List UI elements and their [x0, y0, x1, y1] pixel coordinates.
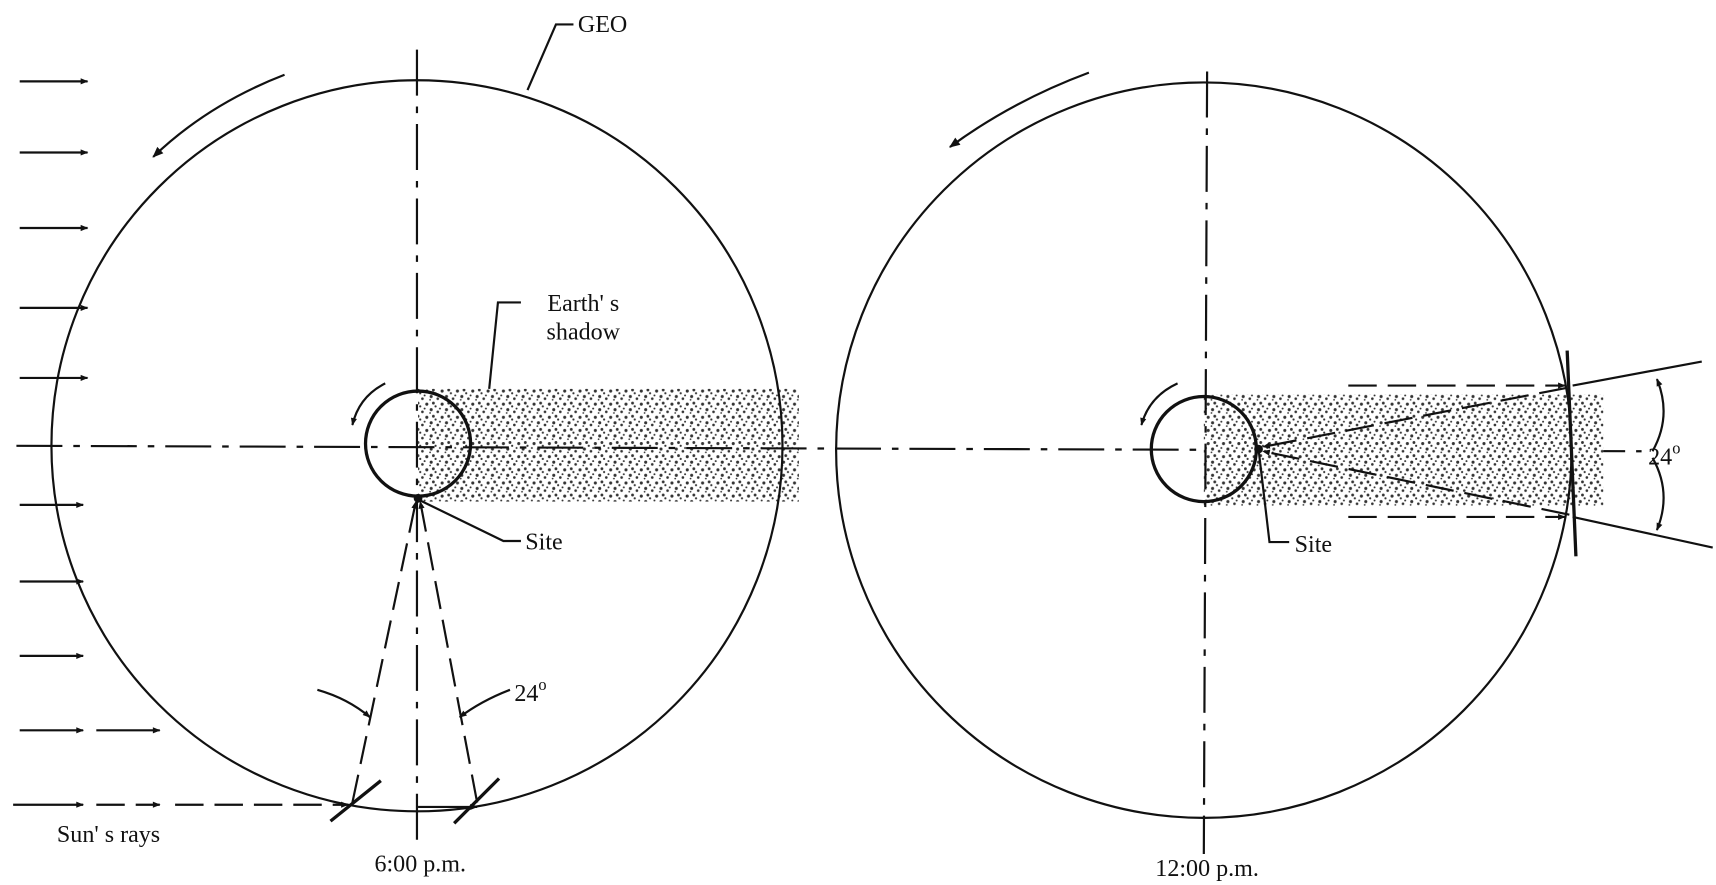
axis	[1202, 71, 1209, 854]
label-part: o	[538, 675, 546, 694]
earth	[1149, 394, 1258, 504]
sun-rays-label: Sun' s rays	[57, 822, 160, 848]
reflected-ray	[418, 500, 479, 803]
orbit-arrow	[949, 71, 1090, 148]
time-label: 6:00 p.m.	[374, 852, 466, 878]
orbit-arrow	[152, 73, 285, 158]
leader	[526, 23, 574, 91]
rotation-arrow	[1140, 382, 1179, 426]
shadow-label: shadow	[547, 320, 621, 346]
leader	[1257, 448, 1290, 544]
left-panel	[13, 23, 799, 844]
angle-arrow	[1651, 457, 1665, 531]
reflected-ray	[1262, 449, 1570, 516]
angle-line	[1572, 360, 1702, 387]
angle-line	[1572, 515, 1713, 549]
earth-shadow	[1203, 394, 1604, 506]
reflected-ray	[351, 500, 418, 803]
angle-arrow	[1651, 378, 1665, 452]
sun-rays	[13, 78, 478, 810]
angle-label: 24o	[1648, 438, 1680, 470]
reflected-ray	[1262, 386, 1568, 449]
label-part: 24	[514, 681, 538, 707]
leader	[419, 499, 521, 543]
time-label: 12:00 p.m.	[1155, 856, 1259, 882]
angle-arrow	[317, 688, 371, 719]
label-part: o	[1672, 438, 1680, 457]
angle-label: 24o	[514, 675, 546, 707]
earth-shadow	[418, 388, 799, 502]
angle-arrow	[458, 688, 511, 719]
geo-label: GEO	[578, 12, 627, 38]
leader	[488, 301, 521, 389]
mirror	[1565, 350, 1578, 557]
mirror	[329, 779, 382, 823]
site-label: Site	[525, 530, 562, 556]
label-part: 24	[1648, 444, 1672, 470]
right-panel	[835, 71, 1713, 854]
rotation-arrow	[350, 382, 386, 426]
site-point	[413, 493, 423, 503]
shadow-label: Earth' s	[547, 291, 619, 317]
site-label: Site	[1295, 532, 1332, 558]
